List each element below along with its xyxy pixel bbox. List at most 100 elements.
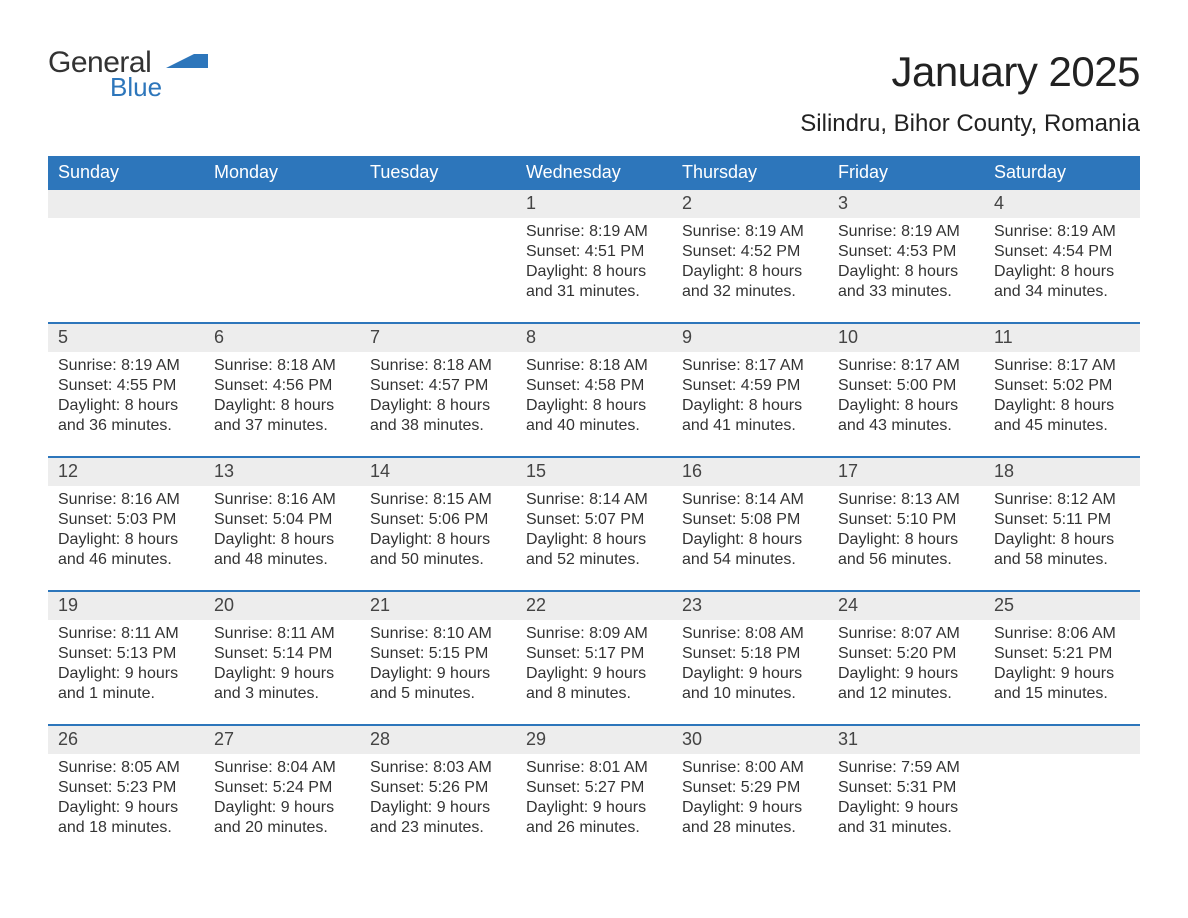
day-number	[204, 190, 360, 218]
day-number: 9	[672, 324, 828, 352]
day-info-line: and 1 minute.	[58, 684, 194, 704]
weekday-tuesday: Tuesday	[360, 156, 516, 190]
day-body: Sunrise: 8:19 AMSunset: 4:52 PMDaylight:…	[672, 218, 828, 322]
calendar-week: 1234Sunrise: 8:19 AMSunset: 4:51 PMDayli…	[48, 190, 1140, 322]
day-body: Sunrise: 8:09 AMSunset: 5:17 PMDaylight:…	[516, 620, 672, 724]
day-info-line: Sunrise: 8:18 AM	[214, 356, 350, 376]
day-info-line: Sunrise: 8:19 AM	[682, 222, 818, 242]
day-info-line: Sunrise: 8:13 AM	[838, 490, 974, 510]
day-body: Sunrise: 8:16 AMSunset: 5:03 PMDaylight:…	[48, 486, 204, 590]
day-info-line: Sunrise: 8:19 AM	[994, 222, 1130, 242]
day-number: 24	[828, 592, 984, 620]
day-info-line: and 18 minutes.	[58, 818, 194, 838]
day-info-line: and 23 minutes.	[370, 818, 506, 838]
location: Silindru, Bihor County, Romania	[800, 110, 1140, 138]
day-body: Sunrise: 8:18 AMSunset: 4:57 PMDaylight:…	[360, 352, 516, 456]
day-info-line: Daylight: 9 hours	[370, 798, 506, 818]
day-info-line: Daylight: 8 hours	[838, 396, 974, 416]
day-info-line: and 15 minutes.	[994, 684, 1130, 704]
calendar-week: 19202122232425Sunrise: 8:11 AMSunset: 5:…	[48, 590, 1140, 724]
day-body: Sunrise: 8:08 AMSunset: 5:18 PMDaylight:…	[672, 620, 828, 724]
weekday-sunday: Sunday	[48, 156, 204, 190]
day-info-line: Sunrise: 8:14 AM	[526, 490, 662, 510]
day-info-line: Sunrise: 8:11 AM	[58, 624, 194, 644]
weekday-monday: Monday	[204, 156, 360, 190]
calendar-week: 567891011Sunrise: 8:19 AMSunset: 4:55 PM…	[48, 322, 1140, 456]
day-number: 8	[516, 324, 672, 352]
daybody-row: Sunrise: 8:11 AMSunset: 5:13 PMDaylight:…	[48, 620, 1140, 724]
day-info-line: Daylight: 8 hours	[838, 262, 974, 282]
day-info-line: Sunrise: 8:19 AM	[526, 222, 662, 242]
day-info-line: Sunrise: 8:06 AM	[994, 624, 1130, 644]
day-number: 1	[516, 190, 672, 218]
day-body: Sunrise: 8:11 AMSunset: 5:14 PMDaylight:…	[204, 620, 360, 724]
header: General Blue January 2025 Silindru, Biho…	[48, 48, 1140, 148]
day-number: 12	[48, 458, 204, 486]
day-info-line: Sunrise: 8:16 AM	[214, 490, 350, 510]
day-info-line: Daylight: 8 hours	[58, 396, 194, 416]
calendar: Sunday Monday Tuesday Wednesday Thursday…	[48, 156, 1140, 858]
day-info-line: and 32 minutes.	[682, 282, 818, 302]
day-number: 28	[360, 726, 516, 754]
day-info-line: Sunset: 5:08 PM	[682, 510, 818, 530]
day-info-line: Daylight: 8 hours	[526, 262, 662, 282]
daybody-row: Sunrise: 8:16 AMSunset: 5:03 PMDaylight:…	[48, 486, 1140, 590]
day-info-line: Sunset: 5:29 PM	[682, 778, 818, 798]
day-number: 20	[204, 592, 360, 620]
day-info-line: and 5 minutes.	[370, 684, 506, 704]
weekday-wednesday: Wednesday	[516, 156, 672, 190]
weekday-friday: Friday	[828, 156, 984, 190]
day-info-line: Sunrise: 8:17 AM	[838, 356, 974, 376]
day-info-line: and 50 minutes.	[370, 550, 506, 570]
title-block: January 2025 Silindru, Bihor County, Rom…	[800, 48, 1140, 148]
day-info-line: Sunset: 5:06 PM	[370, 510, 506, 530]
day-info-line: Sunset: 4:55 PM	[58, 376, 194, 396]
day-body: Sunrise: 8:19 AMSunset: 4:55 PMDaylight:…	[48, 352, 204, 456]
day-info-line: and 48 minutes.	[214, 550, 350, 570]
day-info-line: Daylight: 8 hours	[526, 530, 662, 550]
day-info-line: Sunrise: 8:07 AM	[838, 624, 974, 644]
day-number	[984, 726, 1140, 754]
day-body: Sunrise: 8:12 AMSunset: 5:11 PMDaylight:…	[984, 486, 1140, 590]
daynum-row: 567891011	[48, 324, 1140, 352]
day-number: 27	[204, 726, 360, 754]
daynum-row: 262728293031	[48, 726, 1140, 754]
day-number: 30	[672, 726, 828, 754]
day-number: 22	[516, 592, 672, 620]
day-body: Sunrise: 8:05 AMSunset: 5:23 PMDaylight:…	[48, 754, 204, 858]
month-title: January 2025	[800, 48, 1140, 96]
day-number: 3	[828, 190, 984, 218]
day-number: 26	[48, 726, 204, 754]
day-body: Sunrise: 8:16 AMSunset: 5:04 PMDaylight:…	[204, 486, 360, 590]
day-info-line: and 38 minutes.	[370, 416, 506, 436]
day-info-line: Sunset: 5:07 PM	[526, 510, 662, 530]
day-info-line: Sunset: 4:54 PM	[994, 242, 1130, 262]
weeks-container: 1234Sunrise: 8:19 AMSunset: 4:51 PMDayli…	[48, 190, 1140, 858]
day-info-line: Daylight: 8 hours	[994, 530, 1130, 550]
day-info-line: Sunset: 5:23 PM	[58, 778, 194, 798]
day-info-line: Daylight: 9 hours	[682, 664, 818, 684]
day-number: 23	[672, 592, 828, 620]
day-info-line: Sunrise: 8:18 AM	[370, 356, 506, 376]
day-info-line: Sunrise: 8:18 AM	[526, 356, 662, 376]
day-info-line: Daylight: 8 hours	[682, 530, 818, 550]
day-number	[360, 190, 516, 218]
day-number: 7	[360, 324, 516, 352]
day-info-line: Sunset: 5:17 PM	[526, 644, 662, 664]
day-info-line: Daylight: 8 hours	[838, 530, 974, 550]
day-info-line: Sunset: 4:51 PM	[526, 242, 662, 262]
day-info-line: and 40 minutes.	[526, 416, 662, 436]
day-info-line: Sunrise: 8:09 AM	[526, 624, 662, 644]
day-number: 19	[48, 592, 204, 620]
day-info-line: Sunset: 5:04 PM	[214, 510, 350, 530]
day-number	[48, 190, 204, 218]
day-info-line: Sunset: 5:14 PM	[214, 644, 350, 664]
day-info-line: and 31 minutes.	[526, 282, 662, 302]
day-info-line: Daylight: 9 hours	[58, 664, 194, 684]
day-info-line: Sunrise: 8:01 AM	[526, 758, 662, 778]
daynum-row: 12131415161718	[48, 458, 1140, 486]
day-info-line: and 41 minutes.	[682, 416, 818, 436]
day-number: 29	[516, 726, 672, 754]
day-info-line: Sunrise: 8:11 AM	[214, 624, 350, 644]
day-info-line: Sunset: 5:24 PM	[214, 778, 350, 798]
